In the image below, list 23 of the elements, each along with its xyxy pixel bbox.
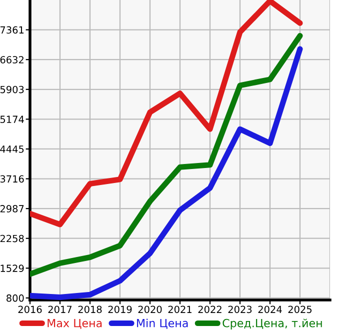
y-tick-label: 7361 [0, 26, 24, 34]
y-tick-label: 5174 [0, 116, 24, 124]
legend-label: Max Цена [48, 319, 102, 329]
x-tick-label: 2019 [108, 306, 132, 314]
x-tick-label: 2021 [168, 306, 192, 314]
x-tick-label: 2018 [78, 306, 102, 314]
x-tick-label: 2017 [48, 306, 72, 314]
y-tick-label: 3716 [0, 175, 24, 183]
y-tick-label: 2987 [0, 205, 24, 212]
legend-label: Сред.Цена, т.йен [222, 318, 322, 330]
legend-label: Min Цена [137, 318, 188, 329]
x-tick-label: 2016 [18, 306, 42, 314]
x-tick-label: 2023 [228, 306, 252, 314]
y-tick-label: 6632 [0, 56, 24, 64]
y-tick-label: 4445 [0, 146, 24, 153]
y-tick-label: 2258 [0, 234, 24, 242]
y-tick-label: 5903 [0, 86, 24, 94]
x-tick-label: 2024 [258, 306, 282, 314]
x-tick-label: 2020 [138, 306, 162, 314]
y-tick-label: 800 [6, 294, 24, 302]
x-tick-label: 2025 [288, 306, 312, 314]
x-tick-label: 2022 [198, 306, 222, 314]
y-tick-label: 1529 [0, 264, 24, 272]
